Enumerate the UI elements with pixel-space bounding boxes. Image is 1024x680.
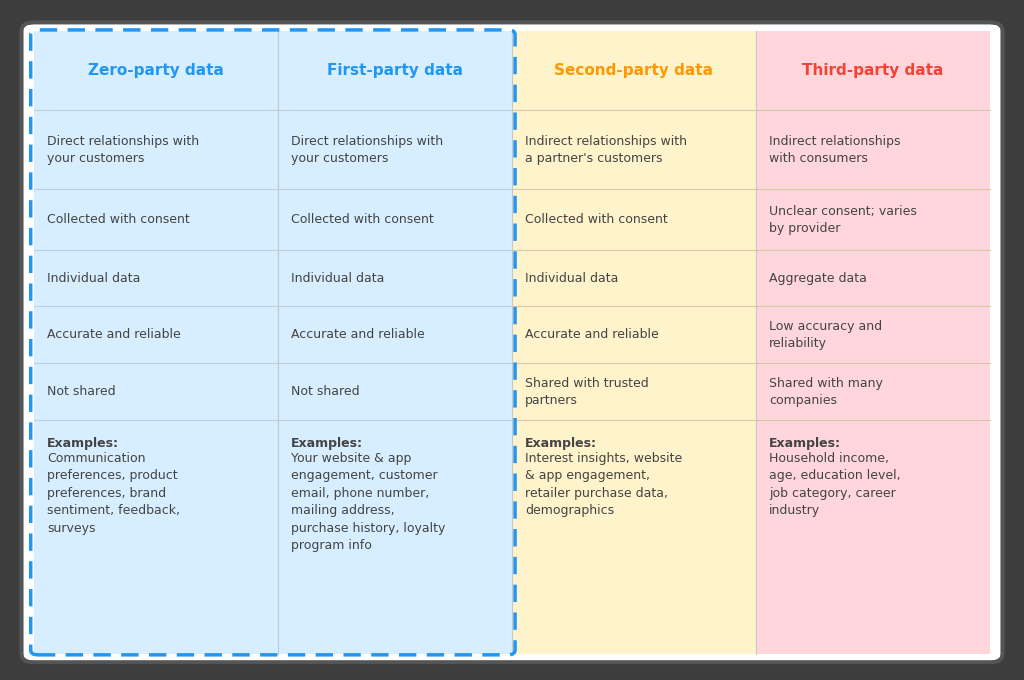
Bar	[34, 31, 278, 654]
FancyBboxPatch shape	[22, 22, 1002, 662]
Text: Second-party data: Second-party data	[554, 63, 714, 78]
Text: Communication
preferences, product
preferences, brand
sentiment, feedback,
surve: Communication preferences, product prefe…	[47, 452, 180, 534]
Text: Individual data: Individual data	[291, 271, 384, 285]
Text: Indirect relationships
with consumers: Indirect relationships with consumers	[769, 135, 901, 165]
Text: Examples:: Examples:	[769, 437, 841, 450]
Text: Shared with trusted
partners: Shared with trusted partners	[525, 377, 649, 407]
Text: Shared with many
companies: Shared with many companies	[769, 377, 883, 407]
Text: Collected with consent: Collected with consent	[525, 213, 668, 226]
Text: Accurate and reliable: Accurate and reliable	[47, 328, 181, 341]
Text: Accurate and reliable: Accurate and reliable	[291, 328, 425, 341]
Text: Direct relationships with
your customers: Direct relationships with your customers	[47, 135, 200, 165]
Text: Aggregate data: Aggregate data	[769, 271, 867, 285]
Text: Third-party data: Third-party data	[803, 63, 944, 78]
Text: Interest insights, website
& app engagement,
retailer purchase data,
demographic: Interest insights, website & app engagem…	[525, 452, 683, 517]
Text: Not shared: Not shared	[47, 385, 116, 398]
Text: Examples:: Examples:	[525, 437, 597, 450]
Bar	[512, 31, 756, 654]
Text: Accurate and reliable: Accurate and reliable	[525, 328, 659, 341]
Text: Examples:: Examples:	[291, 437, 362, 450]
Bar	[756, 31, 990, 654]
Text: Unclear consent; varies
by provider: Unclear consent; varies by provider	[769, 205, 918, 235]
Bar	[34, 31, 278, 654]
Text: Low accuracy and
reliability: Low accuracy and reliability	[769, 320, 883, 350]
Text: Not shared: Not shared	[291, 385, 359, 398]
Text: Individual data: Individual data	[47, 271, 140, 285]
Text: Examples:: Examples:	[47, 437, 119, 450]
Text: Zero-party data: Zero-party data	[88, 63, 223, 78]
Text: Your website & app
engagement, customer
email, phone number,
mailing address,
pu: Your website & app engagement, customer …	[291, 452, 445, 552]
Text: First-party data: First-party data	[327, 63, 463, 78]
Bar	[278, 31, 512, 654]
Text: Collected with consent: Collected with consent	[291, 213, 434, 226]
Bar	[756, 31, 990, 654]
Bar	[512, 31, 756, 654]
Text: Individual data: Individual data	[525, 271, 618, 285]
Text: Direct relationships with
your customers: Direct relationships with your customers	[291, 135, 443, 165]
Text: Indirect relationships with
a partner's customers: Indirect relationships with a partner's …	[525, 135, 687, 165]
Bar	[278, 31, 512, 654]
Text: Household income,
age, education level,
job category, career
industry: Household income, age, education level, …	[769, 452, 901, 517]
Text: Collected with consent: Collected with consent	[47, 213, 189, 226]
